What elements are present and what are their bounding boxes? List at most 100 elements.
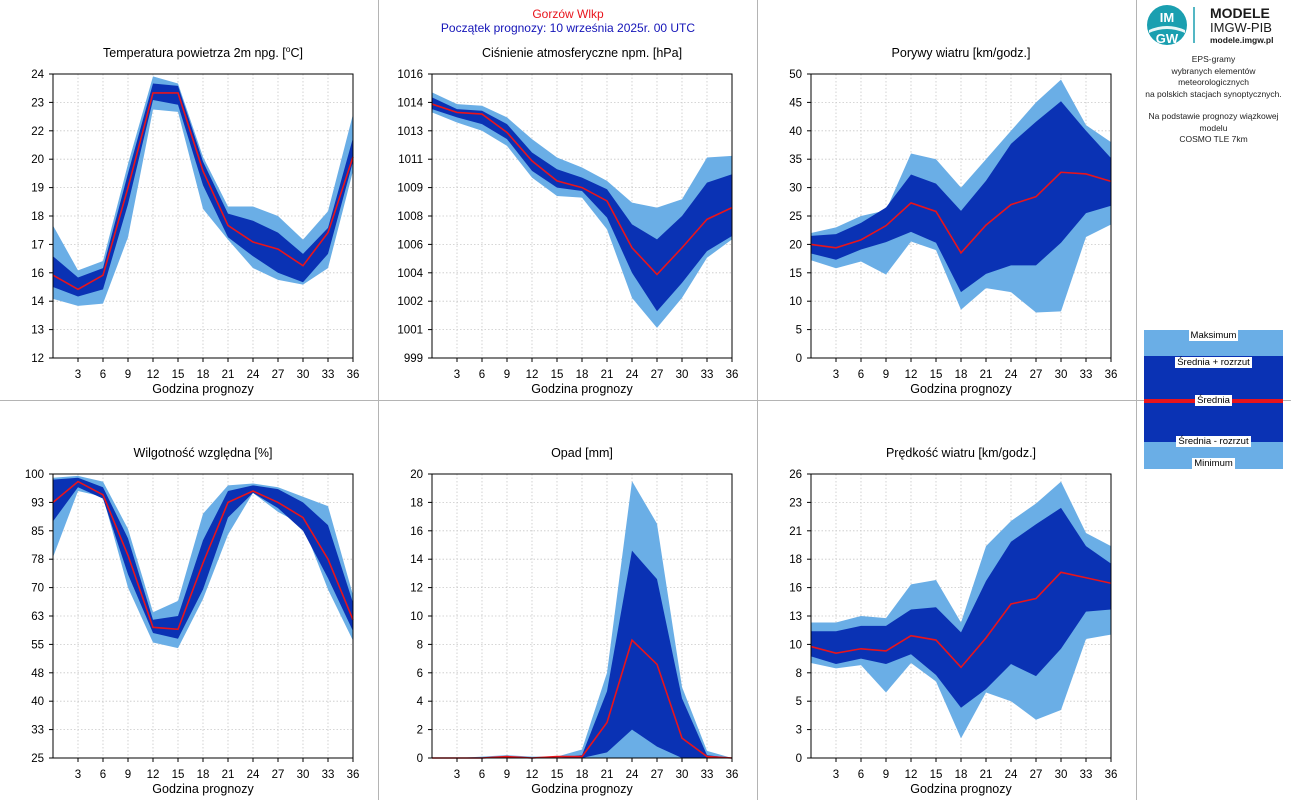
y-tick-label: 0 <box>796 753 802 765</box>
y-tick-label: 1016 <box>397 69 423 81</box>
x-tick-label: 30 <box>297 369 310 381</box>
y-tick-label: 2 <box>417 725 423 737</box>
y-tick-label: 85 <box>31 526 44 538</box>
y-tick-label: 93 <box>31 497 44 509</box>
y-tick-label: 0 <box>417 753 423 765</box>
x-tick-label: 18 <box>955 769 968 781</box>
chart-humidity: Wilgotność względna [%] 25 33 40 48 55 63 70 78 8… <box>0 440 378 800</box>
info-text: EPS-gramy wybranych elementów meteorolog… <box>1136 54 1291 146</box>
x-axis-label: Godzina prognozy <box>152 782 254 796</box>
x-tick-label: 12 <box>147 769 160 781</box>
x-tick-label: 15 <box>551 769 564 781</box>
y-tick-label: 1004 <box>397 268 423 280</box>
y-tick-label: 10 <box>410 611 423 623</box>
chart-title: Porywy wiatru [km/godz.] <box>892 46 1031 60</box>
x-tick-label: 36 <box>726 369 739 381</box>
y-tick-label: 23 <box>789 497 802 509</box>
y-tick-label: 45 <box>789 97 802 109</box>
y-tick-label: 50 <box>789 69 802 81</box>
y-tick-label: 8 <box>796 668 802 680</box>
y-tick-label: 4 <box>417 696 424 708</box>
y-tick-label: 18 <box>31 211 44 223</box>
mean-line <box>810 171 1112 255</box>
y-tick-label: 18 <box>789 554 802 566</box>
y-tick-label: 18 <box>410 497 423 509</box>
x-tick-label: 36 <box>347 369 360 381</box>
x-tick-label: 21 <box>980 369 993 381</box>
y-tick-label: 5 <box>796 696 802 708</box>
y-tick-label: 0 <box>796 353 802 365</box>
chart-title-part: Temperatura powietrza 2m npg. [ <box>103 46 286 60</box>
y-tick-label: 63 <box>31 611 44 623</box>
x-tick-label: 12 <box>147 369 160 381</box>
x-tick-label: 6 <box>100 769 106 781</box>
x-axis-label: Godzina prognozy <box>910 382 1012 396</box>
y-tick-label: 10 <box>789 639 802 651</box>
x-tick-label: 6 <box>858 769 864 781</box>
info-line-5: COSMO TLE 7km <box>1179 134 1248 144</box>
y-tick-label: 20 <box>789 239 802 251</box>
x-tick-label: 21 <box>222 369 235 381</box>
x-tick-label: 3 <box>833 369 839 381</box>
y-tick-label: 20 <box>410 469 423 481</box>
x-axis-label: Godzina prognozy <box>152 382 254 396</box>
imgw-logo-mark: IM GW MODELE IMGW-PIB modele.imgw.pl <box>1147 5 1273 46</box>
imgw-logo: IM GW MODELE IMGW-PIB modele.imgw.pl <box>1146 3 1286 47</box>
x-tick-label: 36 <box>1105 369 1118 381</box>
band-spread <box>432 550 732 758</box>
y-tick-label: 26 <box>789 469 802 481</box>
band-spread <box>53 83 353 297</box>
logo-site: modele.imgw.pl <box>1210 35 1273 45</box>
x-tick-label: 18 <box>955 369 968 381</box>
x-axis-label: Godzina prognozy <box>531 382 633 396</box>
x-tick-label: 3 <box>454 769 460 781</box>
y-tick-label: 12 <box>410 583 423 595</box>
y-tick-label: 23 <box>31 97 44 109</box>
mean-line <box>810 571 1112 669</box>
legend: Maksimum Średnia + rozrzut Średnia Średn… <box>1144 330 1283 469</box>
y-tick-label: 100 <box>25 469 44 481</box>
chart-precipitation: Opad [mm] 0 2 4 6 8 10 12 14 16 18 20 3 6 9 12 15 18 21 24 2… <box>379 440 757 800</box>
x-tick-label: 36 <box>347 769 360 781</box>
y-tick-label: 24 <box>31 69 44 81</box>
x-tick-label: 24 <box>1005 769 1018 781</box>
x-tick-label: 18 <box>576 769 589 781</box>
x-tick-label: 24 <box>247 769 260 781</box>
x-tick-label: 18 <box>576 369 589 381</box>
y-tick-label: 8 <box>417 639 423 651</box>
x-tick-label: 36 <box>726 769 739 781</box>
x-tick-label: 6 <box>479 769 485 781</box>
y-tick-label: 25 <box>31 753 44 765</box>
y-tick-label: 10 <box>789 296 802 308</box>
x-tick-label: 3 <box>833 769 839 781</box>
y-tick-label: 1002 <box>397 296 423 308</box>
x-tick-label: 21 <box>980 769 993 781</box>
x-tick-label: 9 <box>504 769 510 781</box>
info-line-3: na polskich stacjach synoptycznych. <box>1145 88 1282 99</box>
legend-mean-minus: Średnia - rozrzut <box>1176 436 1251 447</box>
y-tick-label: 70 <box>31 583 44 595</box>
y-tick-label: 5 <box>796 325 802 337</box>
chart-temperature-svg: Temperatura powietrza 2m npg. [oC] 12 13 14… <box>31 44 360 396</box>
chart-humidity-svg: Wilgotność względna [%]25334048556370788… <box>25 446 360 796</box>
y-tick-label: 999 <box>404 353 423 365</box>
x-tick-label: 21 <box>222 769 235 781</box>
info-line-2: wybranych elementów meteorologicznych <box>1171 65 1256 88</box>
x-tick-label: 30 <box>676 769 689 781</box>
logo-mark-line2: GW <box>1156 31 1179 46</box>
y-tick-label: 22 <box>31 126 44 138</box>
y-tick-label: 3 <box>796 725 802 737</box>
mean-line <box>431 103 733 276</box>
header: Gorzów Wlkp Początek prognozy: 10 wrześn… <box>380 7 756 35</box>
band-spread <box>811 507 1111 708</box>
mean-line <box>52 92 354 291</box>
x-tick-label: 12 <box>905 369 918 381</box>
y-tick-label: 1013 <box>397 126 423 138</box>
x-tick-label: 6 <box>479 369 485 381</box>
y-tick-label: 21 <box>789 526 802 538</box>
chart-wind-speed: Prędkość wiatru [km/godz.] 0 3 5 8 10 13 16 18 21… <box>758 440 1136 800</box>
x-tick-label: 18 <box>197 769 210 781</box>
y-tick-label: 14 <box>31 296 44 308</box>
y-tick-label: 1008 <box>397 211 423 223</box>
